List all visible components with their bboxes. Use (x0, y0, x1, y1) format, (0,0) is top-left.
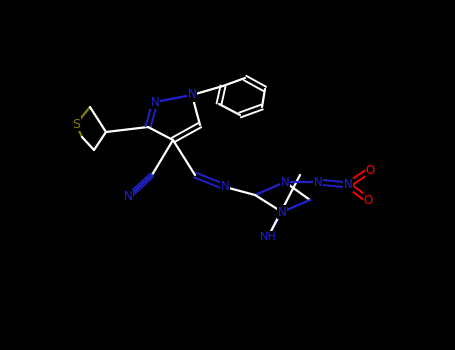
Text: N: N (313, 175, 323, 189)
Text: N: N (278, 205, 286, 218)
Text: S: S (72, 118, 80, 131)
Text: N: N (344, 178, 352, 191)
Text: N: N (281, 175, 289, 189)
Text: N: N (221, 181, 229, 194)
Text: N: N (187, 89, 197, 101)
Text: N: N (124, 190, 132, 203)
Text: O: O (364, 194, 373, 206)
Text: O: O (365, 163, 374, 176)
Text: N: N (151, 96, 159, 108)
Text: NH: NH (260, 232, 276, 242)
